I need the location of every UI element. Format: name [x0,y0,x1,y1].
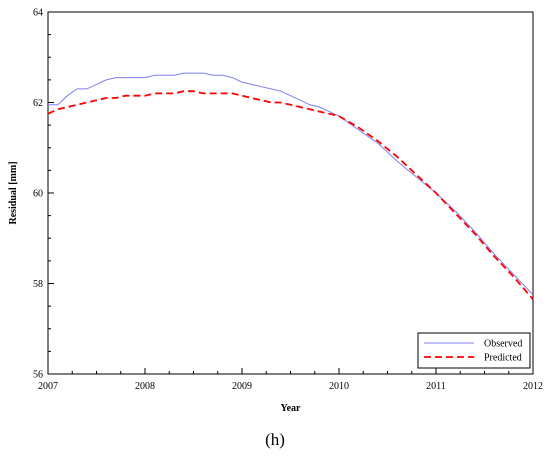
y-tick-label: 62 [33,98,43,109]
y-tick-label: 64 [33,8,43,19]
x-tick-label: 2009 [232,381,252,392]
legend: Observed Predicted [417,332,531,369]
x-axis-ticks: 2007 2008 2009 2010 2011 2012 [38,368,543,392]
x-tick-label: 2010 [329,381,349,392]
series-group [47,72,534,300]
x-tick-label: 2008 [135,381,155,392]
y-tick-label: 56 [33,370,43,381]
panel-label: (h) [265,430,285,449]
series-line-predicted [47,90,534,300]
legend-label-observed: Observed [484,339,522,350]
plot-frame [47,11,534,375]
y-tick-label: 58 [33,279,43,290]
legend-label-predicted: Predicted [484,353,522,364]
y-axis-ticks: 56 58 60 62 64 [33,8,54,381]
y-tick-label: 60 [33,189,43,200]
x-tick-label: 2011 [426,381,446,392]
x-axis-title: Year [281,403,302,414]
x-tick-label: 2012 [523,381,543,392]
legend-box [417,332,531,369]
y-axis-title: Residual [mm] [8,161,19,224]
series-line-observed [48,72,534,296]
plot-area [47,11,534,375]
x-tick-label: 2007 [38,381,58,392]
